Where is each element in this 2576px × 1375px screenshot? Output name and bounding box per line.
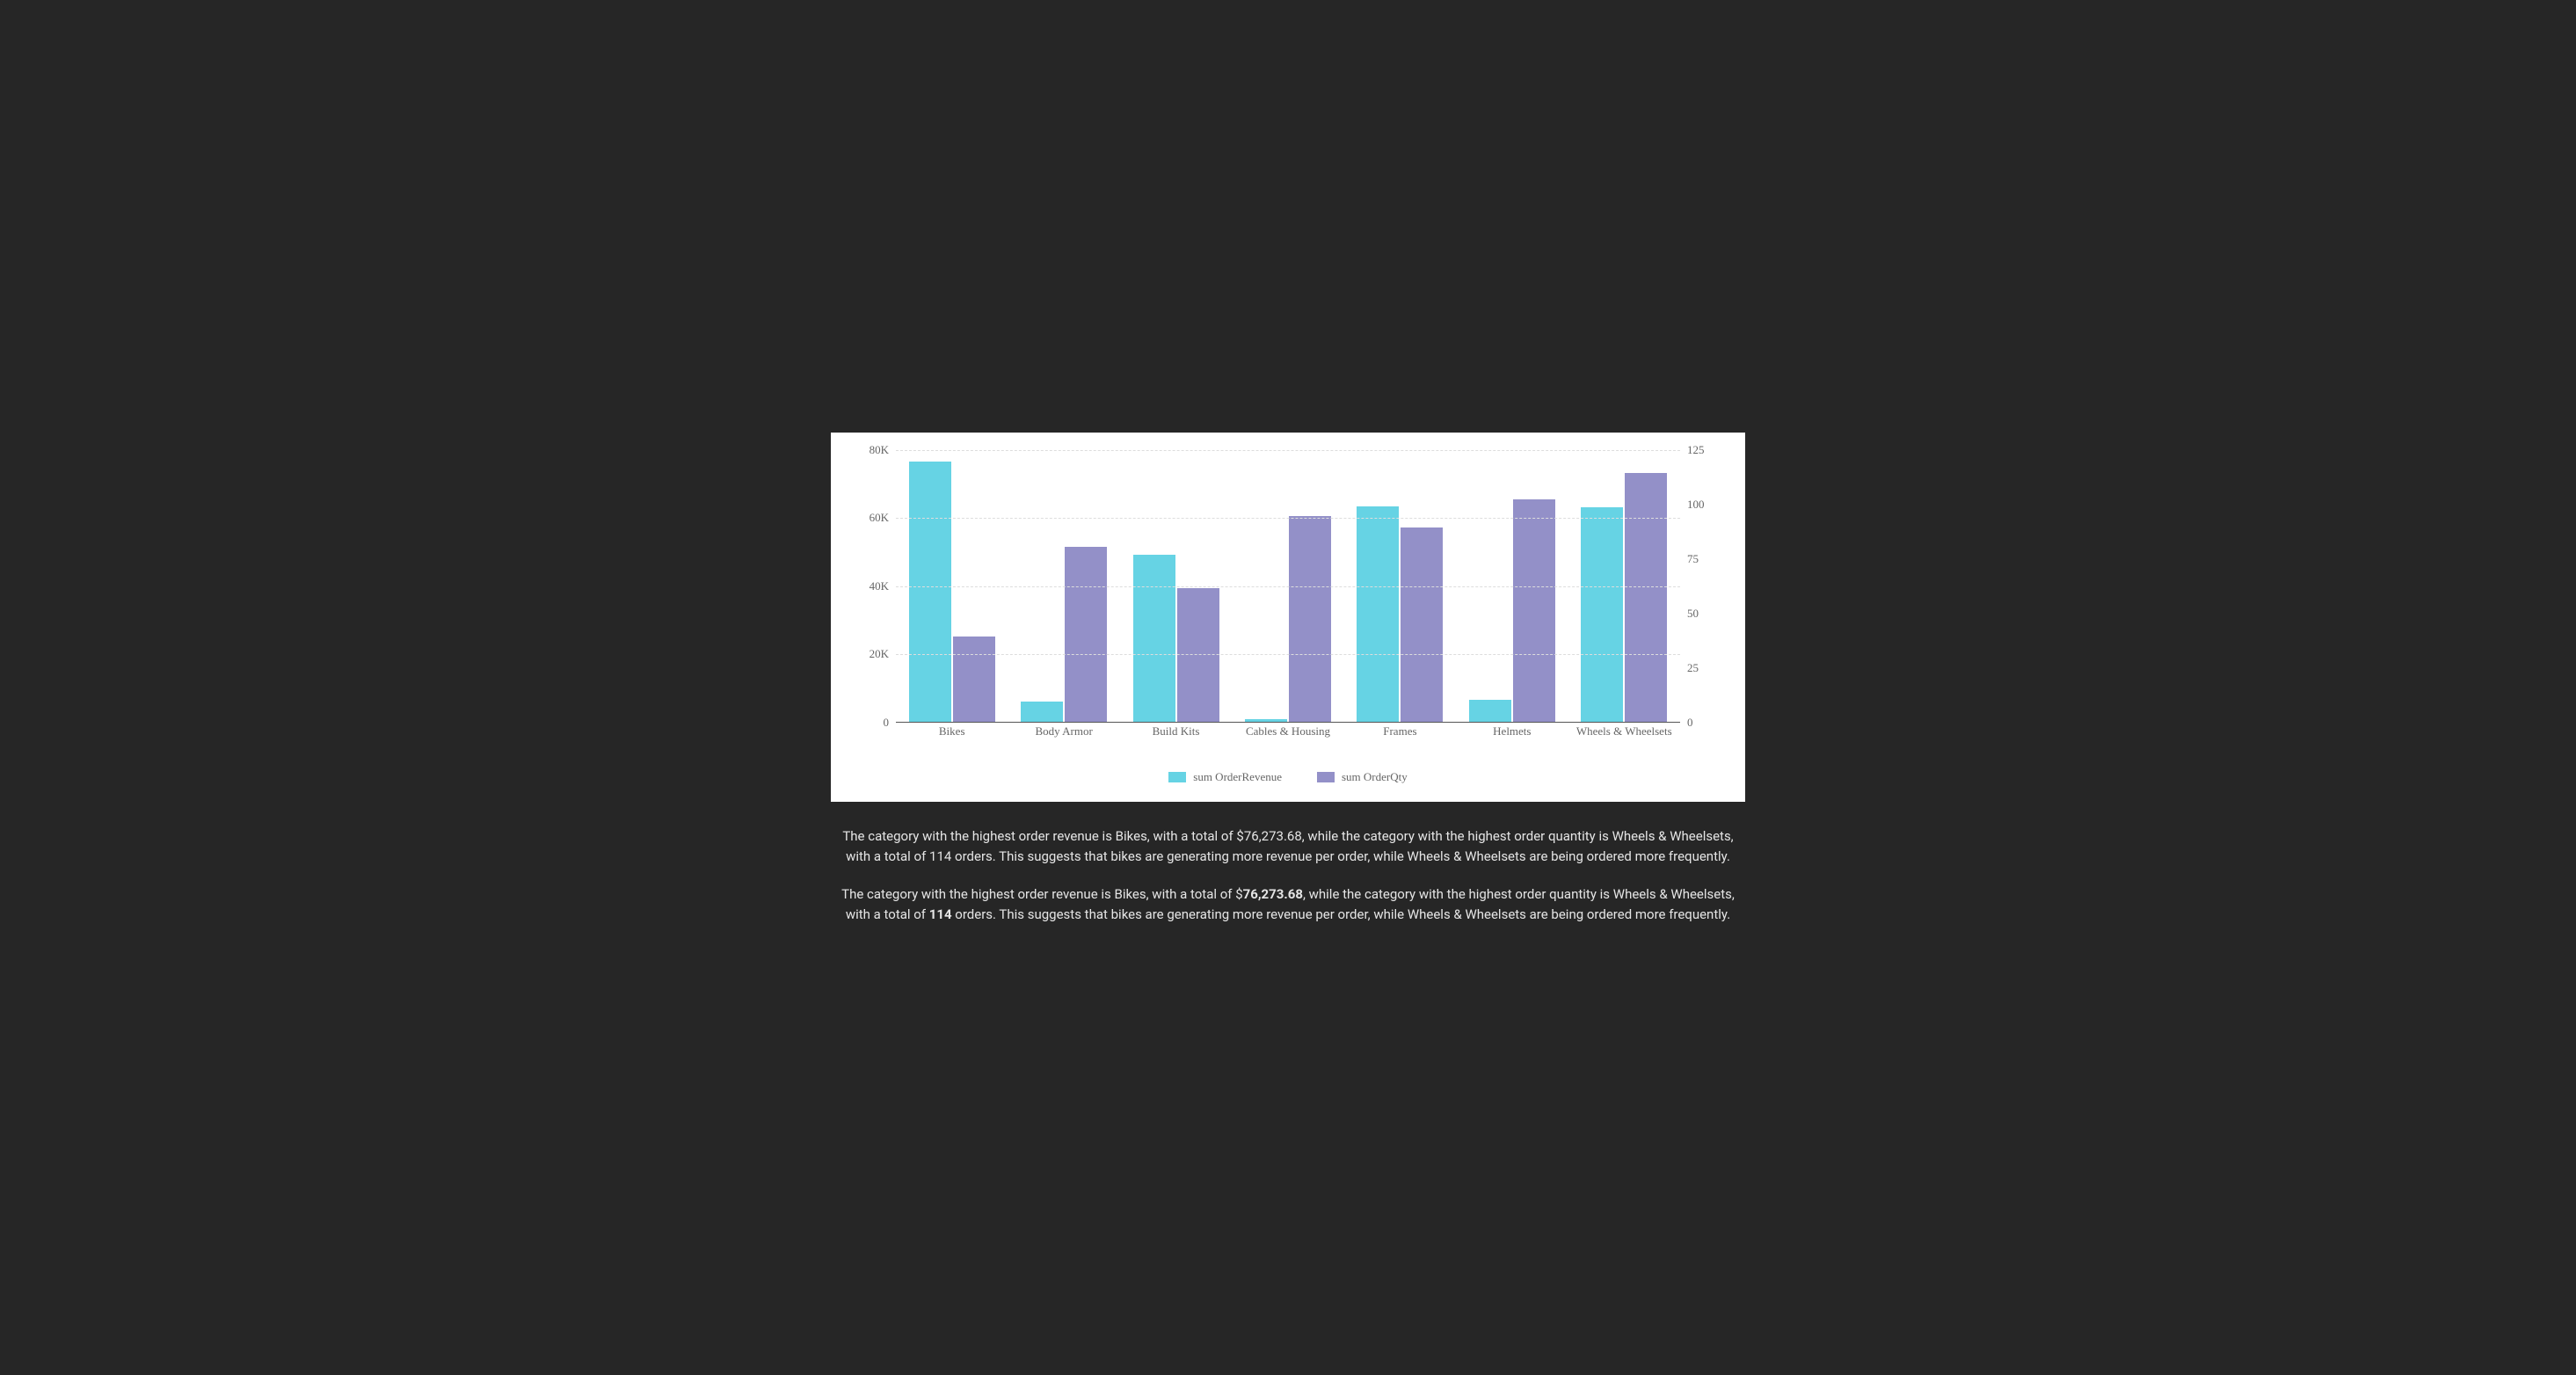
bar (1065, 547, 1107, 721)
summary-paragraph-2: The category with the highest order reve… (831, 884, 1745, 926)
bar (953, 637, 995, 722)
bar (1401, 527, 1443, 722)
summary-paragraph-1: The category with the highest order reve… (831, 826, 1745, 868)
x-axis-label: Wheels & Wheelsets (1568, 724, 1680, 738)
legend-swatch (1317, 772, 1335, 782)
bar (1513, 499, 1555, 722)
gridline (896, 450, 1680, 451)
y-left-tick: 40K (870, 579, 889, 593)
x-axis-label: Helmets (1456, 724, 1568, 738)
content-container: 0 20K 40K 60K 80K 0 25 50 75 100 125 BikesBody Ar… (831, 433, 1745, 943)
legend-item: sum OrderRevenue (1168, 770, 1282, 784)
plot-area (896, 450, 1680, 723)
summary-text: orders. This suggests that bikes are gen… (952, 906, 1731, 922)
legend-label: sum OrderQty (1342, 770, 1408, 784)
bar (1021, 702, 1063, 721)
bar (1289, 516, 1331, 721)
bar-chart: 020K40K60K80K 0255075100125 BikesBody Ar… (857, 450, 1719, 784)
y-left-tick: 0 (884, 716, 890, 730)
bar (1245, 719, 1287, 721)
bar (1357, 506, 1399, 722)
summary-text: The category with the highest order reve… (841, 886, 1243, 902)
chart-legend: sum OrderRevenue sum OrderQty (857, 770, 1719, 784)
bar (1469, 700, 1511, 721)
y-right-tick: 125 (1687, 443, 1705, 457)
gridline (896, 654, 1680, 655)
y-right-tick: 25 (1687, 661, 1699, 675)
chart-card: 0 20K 40K 60K 80K 0 25 50 75 100 125 BikesBody Ar… (831, 433, 1745, 802)
x-axis-label: Bikes (896, 724, 1008, 738)
x-axis-label: Build Kits (1120, 724, 1232, 738)
bar (909, 462, 951, 722)
x-axis-labels: BikesBody ArmorBuild KitsCables & Housin… (896, 724, 1680, 738)
y-right-tick: 100 (1687, 498, 1705, 512)
y-right-tick: 75 (1687, 552, 1699, 566)
x-axis-label: Body Armor (1008, 724, 1119, 738)
y-left-tick: 60K (870, 511, 889, 525)
legend-item: sum OrderQty (1317, 770, 1408, 784)
bar (1625, 473, 1667, 722)
bar (1581, 507, 1623, 722)
y-right-tick: 50 (1687, 607, 1699, 621)
summary-bold-revenue: 76,273.68 (1243, 886, 1303, 902)
summary-bold-qty: 114 (929, 906, 952, 922)
gridline (896, 518, 1680, 519)
y-axis-right: 0255075100125 (1680, 450, 1719, 723)
summary-text-block: The category with the highest order reve… (831, 826, 1745, 926)
y-axis-left: 020K40K60K80K (857, 450, 896, 723)
y-left-tick: 80K (870, 443, 889, 457)
y-right-tick: 0 (1687, 716, 1693, 730)
bar (1133, 555, 1175, 722)
x-axis-label: Cables & Housing (1232, 724, 1343, 738)
x-axis-label: Frames (1344, 724, 1456, 738)
gridline (896, 586, 1680, 587)
y-left-tick: 20K (870, 647, 889, 661)
legend-swatch (1168, 772, 1186, 782)
legend-label: sum OrderRevenue (1193, 770, 1282, 784)
